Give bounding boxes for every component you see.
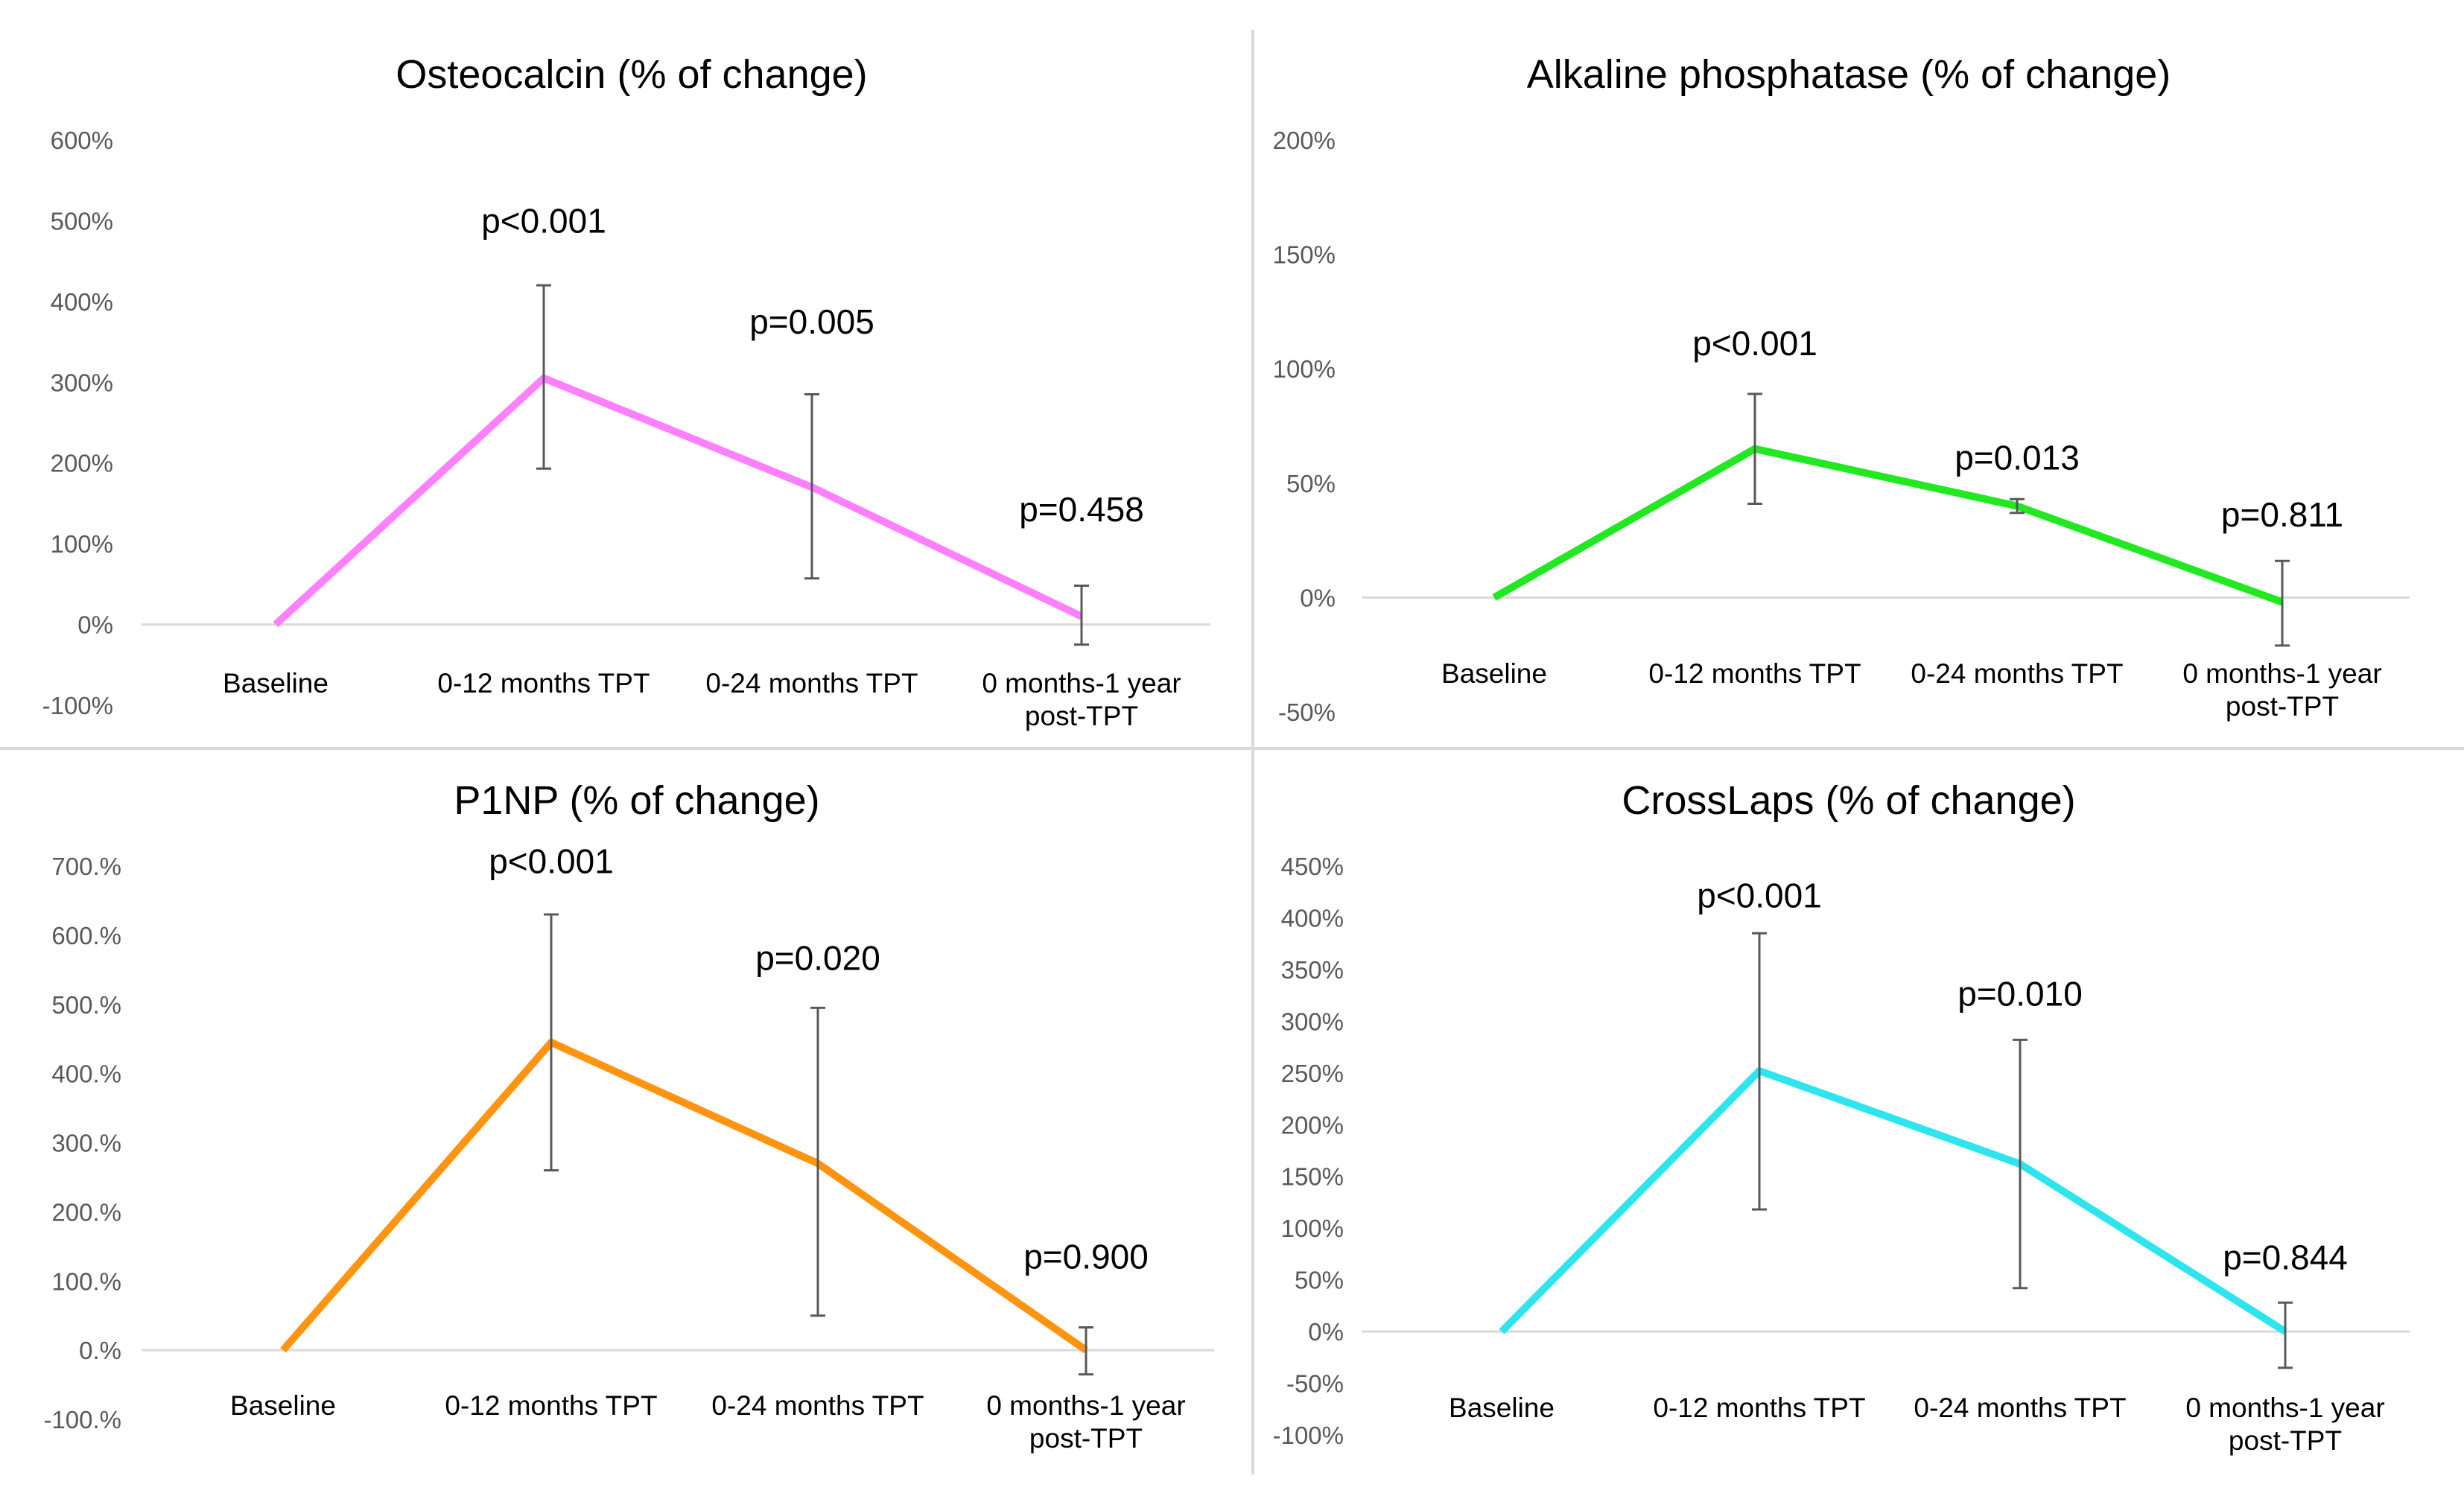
x-category-label: Baseline xyxy=(1449,1393,1555,1423)
series-line xyxy=(273,374,1084,628)
x-category-label: Baseline xyxy=(223,668,328,699)
y-tick-label: 400% xyxy=(51,288,113,316)
y-tick-label: -100.% xyxy=(43,1406,121,1433)
crosslaps-panel: CrossLaps (% of change) -100% -50% 0% 50% 100… xyxy=(1273,778,2410,1456)
y-tick-label: 50% xyxy=(1286,470,1336,497)
x-category-label-line: 0-12 months TPT xyxy=(1653,1393,1865,1423)
y-tick-label: 300.% xyxy=(51,1130,121,1157)
y-tick-label: 200% xyxy=(51,450,113,477)
x-category-label-line: post-TPT xyxy=(1025,701,1138,731)
y-tick-label: 600% xyxy=(51,127,113,154)
y-tick-label: 250% xyxy=(1281,1060,1344,1087)
p-value-label: p<0.001 xyxy=(489,841,614,880)
x-category-label-line: 0-12 months TPT xyxy=(445,1390,657,1421)
x-category-label: 0-24 months TPT xyxy=(1914,1393,2126,1423)
y-tick-label: 400% xyxy=(1281,904,1344,932)
y-tick-label: 500% xyxy=(51,207,113,235)
alkaline-phosphatase-panel: Alkaline phosphatase (% of change) -50% 0%… xyxy=(1273,52,2410,726)
x-category-label-line: 0-24 months TPT xyxy=(711,1390,924,1421)
x-category-label: 0-24 months TPT xyxy=(711,1390,924,1421)
p-value-label: p=0.844 xyxy=(2223,1238,2348,1277)
x-category-label: 0-12 months TPT xyxy=(1648,658,1861,689)
y-tick-label: 400.% xyxy=(51,1060,121,1088)
p-value-label: p=0.013 xyxy=(1955,438,2080,477)
y-tick-label: 200% xyxy=(1281,1111,1344,1139)
y-tick-label: 50% xyxy=(1295,1267,1344,1294)
y-tick-label: 700.% xyxy=(51,853,121,880)
p-value-label: p=0.005 xyxy=(749,302,874,341)
x-category-label: Baseline xyxy=(230,1390,336,1421)
p-value-label: p=0.020 xyxy=(755,938,880,977)
panel-dividers xyxy=(0,30,2464,1474)
x-category-label-line: post-TPT xyxy=(2226,691,2339,722)
y-tick-label: 200.% xyxy=(51,1198,121,1226)
x-category-label: Baseline xyxy=(1441,658,1547,689)
y-tick-label: 150% xyxy=(1281,1163,1344,1191)
x-category-label-line: 0 months-1 year xyxy=(986,1390,1185,1421)
series-line xyxy=(1499,1067,2287,1335)
x-category-label-line: post-TPT xyxy=(2229,1425,2342,1456)
y-tick-label: 0% xyxy=(1300,584,1336,611)
x-category-label: 0 months-1 year post-TPT xyxy=(986,1390,1185,1454)
x-category-label-line: 0 months-1 year xyxy=(2185,1393,2384,1423)
osteocalcin-panel: Osteocalcin (% of change) -100% 0% 100% 200%… xyxy=(42,52,1210,731)
x-category-label-line: Baseline xyxy=(1449,1393,1555,1423)
y-tick-label: -50% xyxy=(1286,1370,1344,1398)
x-category-label-line: 0 months-1 year xyxy=(982,668,1181,699)
x-category-label-line: 0-12 months TPT xyxy=(437,668,650,699)
y-tick-label: -100% xyxy=(1273,1422,1344,1449)
x-category-label: 0-24 months TPT xyxy=(705,668,918,699)
x-category-label-line: 0-24 months TPT xyxy=(1914,1393,2126,1423)
y-tick-label: 300% xyxy=(51,369,113,396)
series-line xyxy=(1492,445,2284,606)
y-tick-label: 100% xyxy=(1273,355,1336,383)
chart-title: P1NP (% of change) xyxy=(454,778,819,823)
p-value-label: p<0.001 xyxy=(1697,876,1822,915)
y-tick-label: 200% xyxy=(1273,127,1336,154)
p-value-label: p=0.900 xyxy=(1023,1238,1149,1276)
p-value-label: p<0.001 xyxy=(1692,324,1817,363)
chart-title: Osteocalcin (% of change) xyxy=(396,52,867,97)
y-tick-label: -100% xyxy=(42,692,113,719)
p-value-label: p=0.811 xyxy=(2221,495,2343,534)
x-category-label: 0-12 months TPT xyxy=(437,668,650,699)
p-value-label: p=0.458 xyxy=(1019,490,1144,529)
y-tick-label: 500.% xyxy=(51,991,121,1019)
chart-title: CrossLaps (% of change) xyxy=(1622,778,2075,823)
x-category-label: 0-12 months TPT xyxy=(445,1390,657,1421)
y-tick-label: 300% xyxy=(1281,1008,1344,1035)
x-category-label-line: 0-12 months TPT xyxy=(1648,658,1861,689)
x-category-label: 0 months-1 year post-TPT xyxy=(982,668,1181,731)
y-tick-label: 0% xyxy=(1308,1318,1344,1346)
y-tick-label: 100% xyxy=(51,530,113,558)
x-category-label: 0 months-1 year post-TPT xyxy=(2185,1393,2384,1456)
x-category-label: 0-12 months TPT xyxy=(1653,1393,1865,1423)
y-tick-label: 450% xyxy=(1281,853,1344,880)
x-category-label-line: 0 months-1 year xyxy=(2182,658,2381,689)
series-line xyxy=(280,1038,1088,1354)
x-category-label-line: 0-24 months TPT xyxy=(705,668,918,699)
x-category-label: 0 months-1 year post-TPT xyxy=(2182,658,2381,722)
x-category-label-line: Baseline xyxy=(1441,658,1547,689)
y-tick-label: 350% xyxy=(1281,956,1344,984)
chart-title: Alkaline phosphatase (% of change) xyxy=(1527,52,2171,97)
x-category-label-line: 0-24 months TPT xyxy=(1911,658,2123,689)
y-tick-label: 150% xyxy=(1273,241,1336,269)
p-value-label: p=0.010 xyxy=(1957,975,2083,1013)
p1np-panel: P1NP (% of change) -100.% 0.% 100.% 200.% 300… xyxy=(43,778,1214,1454)
y-tick-label: 0.% xyxy=(79,1337,121,1364)
p-value-label: p<0.001 xyxy=(481,202,606,241)
y-tick-label: 600.% xyxy=(51,922,121,949)
y-tick-label: 0% xyxy=(77,611,113,639)
x-category-label-line: Baseline xyxy=(230,1390,336,1421)
y-tick-label: 100.% xyxy=(51,1267,121,1295)
x-category-label-line: Baseline xyxy=(223,668,328,699)
x-category-label: 0-24 months TPT xyxy=(1911,658,2123,689)
y-tick-label: 100% xyxy=(1281,1215,1344,1242)
y-tick-label: -50% xyxy=(1278,699,1336,726)
x-category-label-line: post-TPT xyxy=(1029,1423,1143,1454)
